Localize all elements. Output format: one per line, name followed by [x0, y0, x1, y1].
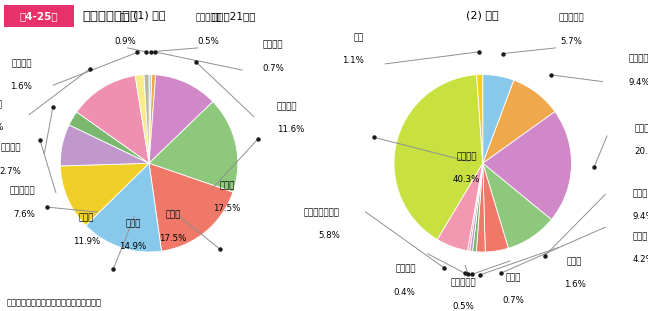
Text: 9.4%: 9.4% — [632, 212, 648, 221]
Text: 5.7%: 5.7% — [561, 37, 583, 46]
Text: ０時以降: ０時以降 — [395, 265, 415, 274]
Wedge shape — [477, 75, 483, 163]
Text: ７時台: ７時台 — [165, 211, 181, 220]
Text: ４〜６時: ４〜６時 — [634, 124, 648, 133]
Text: 14.9%: 14.9% — [119, 242, 146, 251]
Wedge shape — [483, 75, 514, 163]
Text: 2.7%: 2.7% — [0, 166, 21, 175]
Text: １０〜０時: １０〜０時 — [450, 279, 476, 288]
Wedge shape — [135, 75, 149, 163]
Text: 17.5%: 17.5% — [213, 204, 240, 213]
Text: 0.5%: 0.5% — [198, 37, 220, 46]
Text: ９時台: ９時台 — [78, 214, 94, 223]
Text: 7.6%: 7.6% — [14, 210, 36, 219]
Text: ４〜６時: ４〜６時 — [277, 102, 297, 111]
Text: 決まっていない: 決まっていない — [0, 100, 3, 109]
Wedge shape — [60, 163, 149, 225]
Wedge shape — [483, 112, 572, 220]
Text: 1.6%: 1.6% — [10, 82, 32, 91]
Text: 5.8%: 5.8% — [318, 231, 340, 240]
Text: 〜午後２時: 〜午後２時 — [559, 14, 584, 23]
Text: 0.7%: 0.7% — [262, 64, 284, 73]
Wedge shape — [149, 75, 213, 163]
Text: 仕事なし: 仕事なし — [12, 59, 32, 68]
Wedge shape — [476, 163, 485, 252]
Text: 0.4%: 0.4% — [394, 288, 415, 297]
Wedge shape — [149, 75, 156, 163]
Text: ７時台: ７時台 — [632, 232, 647, 241]
Text: 0.5%: 0.5% — [452, 302, 474, 311]
Text: ８時台: ８時台 — [567, 257, 583, 266]
Text: 20.8%: 20.8% — [634, 147, 648, 156]
Text: ９時台: ９時台 — [505, 273, 521, 282]
Text: ８時台: ８時台 — [125, 219, 141, 228]
Wedge shape — [144, 75, 149, 163]
Text: 12.7%: 12.7% — [0, 123, 3, 132]
Text: ０時以降: ０時以降 — [1, 143, 21, 152]
Wedge shape — [394, 75, 483, 239]
Text: 仕事なし: 仕事なし — [456, 152, 477, 161]
Text: ２〜４時: ２〜４時 — [262, 41, 283, 50]
Text: 不詳: 不詳 — [120, 14, 130, 23]
Text: 〜午後２時: 〜午後２時 — [196, 14, 222, 23]
Text: 11.9%: 11.9% — [73, 237, 100, 246]
Wedge shape — [483, 80, 555, 163]
Text: 0.7%: 0.7% — [502, 296, 524, 305]
Text: （出典）厚生労働省「全国家庭児童調査」: （出典）厚生労働省「全国家庭児童調査」 — [6, 299, 102, 308]
Wedge shape — [470, 163, 483, 251]
Text: 11.6%: 11.6% — [277, 125, 304, 134]
Wedge shape — [86, 163, 161, 252]
Text: 0.9%: 0.9% — [114, 37, 136, 46]
Wedge shape — [437, 163, 483, 251]
Text: 9.4%: 9.4% — [629, 78, 648, 87]
Text: 1.1%: 1.1% — [342, 56, 364, 65]
Text: 父母の帰宅時間: 父母の帰宅時間 — [82, 10, 138, 23]
Text: 17.5%: 17.5% — [159, 234, 187, 243]
Text: ２〜４時: ２〜４時 — [629, 55, 648, 64]
Wedge shape — [149, 163, 233, 251]
Text: 不詳: 不詳 — [353, 33, 364, 42]
FancyBboxPatch shape — [4, 5, 74, 27]
Wedge shape — [483, 163, 508, 252]
Text: (2) 母親: (2) 母親 — [467, 10, 499, 20]
Wedge shape — [149, 102, 238, 192]
Text: (1) 父親: (1) 父親 — [133, 10, 165, 20]
Text: 1.6%: 1.6% — [564, 280, 586, 289]
Text: 第4-25図: 第4-25図 — [19, 11, 58, 21]
Text: （平成21年）: （平成21年） — [212, 11, 257, 21]
Text: １０〜０時: １０〜０時 — [10, 187, 36, 196]
Text: ６時台: ６時台 — [632, 189, 647, 198]
Text: ６時台: ６時台 — [219, 181, 235, 190]
Wedge shape — [149, 75, 152, 163]
Wedge shape — [69, 112, 149, 163]
Text: 40.3%: 40.3% — [453, 175, 480, 184]
Wedge shape — [60, 125, 149, 166]
Text: 4.2%: 4.2% — [632, 255, 648, 264]
Wedge shape — [483, 163, 551, 248]
Wedge shape — [76, 76, 149, 163]
Text: 決まっていない: 決まっていない — [304, 208, 340, 217]
Wedge shape — [467, 163, 483, 251]
Wedge shape — [472, 163, 483, 252]
